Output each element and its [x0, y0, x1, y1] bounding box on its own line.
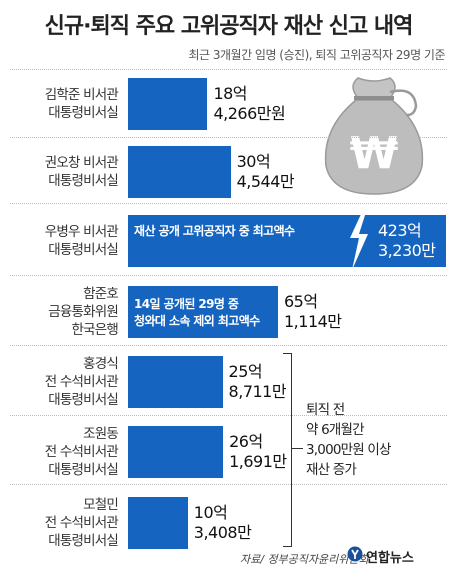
data-bar [128, 215, 446, 267]
row-label-line: 대통령비서실 [48, 462, 119, 478]
value-label-line: 65억 [284, 292, 318, 311]
row-separator [10, 69, 447, 70]
money-bag-icon: ₩ [324, 77, 424, 195]
retired-note-line: 3,000만원 이상 [306, 442, 391, 458]
data-bar [128, 78, 208, 130]
value-label-line: 1,114만 [284, 312, 342, 331]
infographic-subtitle: 최근 3개월간 임명 (승진), 퇴직 고위공직자 29명 기준 [188, 48, 445, 62]
axis-break-icon [350, 212, 368, 270]
value-label: 10억 3,408만 [194, 503, 252, 543]
value-label-line: 18억 [213, 84, 248, 103]
yonhap-logo-icon [347, 546, 363, 562]
retired-bracket-tick [291, 448, 303, 449]
value-label: 423억 3,230만 [378, 221, 436, 261]
data-bar [128, 426, 224, 478]
value-label-line: 10억 [193, 503, 228, 522]
retired-bracket [283, 353, 292, 547]
row-label-line: 권오창 비서관 [44, 155, 119, 171]
row-separator [10, 484, 447, 485]
row-label-line: 대통령비서실 [48, 173, 119, 189]
value-label-line: 25억 [228, 362, 263, 381]
source-note: 자료/ 정부공직자윤리위원회 [240, 553, 369, 566]
row-separator [10, 275, 447, 276]
row-separator [10, 203, 447, 204]
row-label-line: 전 수석비서관 [44, 444, 119, 460]
bar-note-line: 재산 공개 고위공직자 중 최고액수 [134, 224, 295, 238]
row-separator [10, 345, 447, 346]
row-label-line: 대통령비서실 [48, 242, 119, 258]
row-label-line: 조원동 [83, 426, 119, 442]
row-label-line: 대통령비서실 [48, 392, 119, 408]
retired-note-line: 약 6개월간 [306, 422, 365, 438]
row-label-line: 전 수석비서관 [44, 515, 119, 531]
value-label-line: 3,230만 [378, 241, 436, 260]
value-label: 18억 4,266만원 [213, 84, 285, 124]
row-separator [10, 415, 447, 416]
row-label-line: 대통령비서실 [48, 533, 119, 549]
data-bar [128, 356, 223, 408]
row-label-line: 홍경식 [83, 356, 119, 372]
value-label-line: 4,266만원 [213, 104, 286, 123]
value-label-line: 30억 [236, 152, 271, 171]
row-separator [10, 137, 447, 138]
row-label-line: 전 수석비서관 [44, 374, 119, 390]
retired-note-line: 재산 증가 [306, 462, 357, 478]
yonhap-logo: 연합뉴스 [366, 551, 414, 566]
data-bar [128, 286, 278, 338]
bar-note: 재산 공개 고위공직자 중 최고액수 [134, 223, 295, 240]
retired-note-line: 퇴직 전 [306, 402, 345, 418]
infographic-title: 신규·퇴직 주요 고위공직자 재산 신고 내역 [44, 14, 414, 39]
bar-note-line: 14일 공개된 29명 중 [134, 297, 239, 311]
retired-note: 퇴직 전 약 6개월간 3,000만원 이상 재산 증가 [306, 400, 391, 480]
row-label-line: 대통령비서실 [48, 105, 119, 121]
value-label: 25억 8,711만 [229, 362, 287, 402]
won-symbol: ₩ [350, 128, 399, 179]
bar-note-line: 청와대 소속 제외 최고액수 [134, 314, 260, 328]
value-label-line: 423억 [378, 221, 422, 240]
value-label: 26억 1,691만 [229, 432, 287, 472]
value-label: 65억 1,114만 [284, 292, 342, 332]
value-label-line: 3,408만 [193, 523, 252, 542]
row-label-line: 함준호 [83, 286, 119, 302]
value-label-line: 1,691만 [229, 452, 287, 471]
value-label-line: 8,711만 [228, 382, 287, 401]
row-label-line: 금융통화위원 [48, 304, 119, 320]
row-label-line: 김학준 비서관 [44, 87, 119, 103]
data-bar [128, 146, 231, 198]
row-label-line: 모철민 [83, 497, 119, 513]
row-label-line: 한국은행 [71, 322, 119, 338]
value-label-line: 26억 [229, 432, 263, 451]
row-label-line: 우병우 비서관 [44, 224, 119, 240]
value-label: 30억 4,544만 [237, 152, 295, 192]
data-bar [128, 497, 188, 549]
value-label-line: 4,544만 [236, 172, 295, 191]
